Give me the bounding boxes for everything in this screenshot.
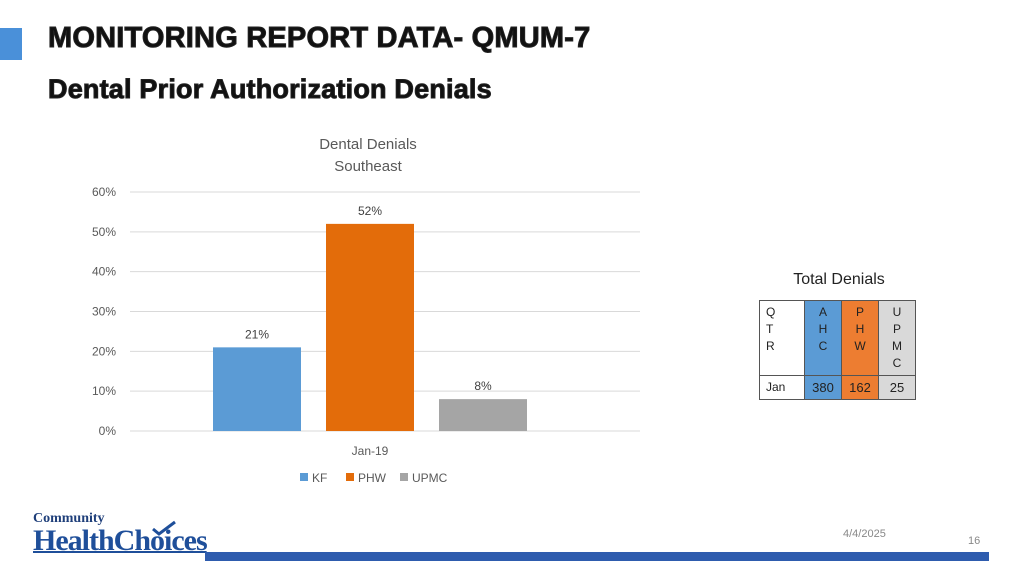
header-ahc-char: H: [818, 322, 828, 336]
logo-line1: Community: [33, 511, 105, 526]
x-tick-label: Jan-19: [352, 444, 389, 458]
footer-bar: [205, 552, 989, 561]
cell-phw: 162: [841, 375, 879, 400]
community-healthchoices-logo: Community HealthChoices: [33, 511, 208, 557]
header-phw-char: W: [854, 339, 866, 353]
header-qtr-char: T: [766, 322, 774, 336]
dental-denials-chart: Dental Denials Southeast 0% 10% 20% 30% 40% 50%…: [92, 136, 640, 485]
header-upmc-char: U: [892, 305, 902, 319]
table-header-row: Q T R A H C P H W U P M C: [759, 300, 916, 376]
legend-swatch-kf: [300, 473, 308, 481]
header-qtr-char: R: [766, 339, 775, 353]
header-ahc-char: A: [818, 305, 827, 319]
bar-phw: [326, 223, 414, 431]
page-subtitle: Dental Prior Authorization Denials: [48, 74, 493, 105]
header-ahc: A H C: [804, 300, 842, 376]
y-tick-label: 20%: [92, 344, 116, 358]
page-title: MONITORING REPORT DATA- QMUM-7: [47, 22, 591, 55]
checkmark-icon: [152, 520, 176, 536]
header-phw-char: P: [855, 305, 864, 319]
chart-subtitle: Southeast: [334, 158, 402, 175]
data-label: 21%: [245, 327, 269, 341]
table-title: Total Denials: [793, 271, 885, 288]
y-tick-label: 50%: [92, 225, 116, 239]
data-label: 52%: [358, 204, 382, 218]
bar-upmc: [439, 399, 527, 431]
data-label: 8%: [474, 379, 492, 393]
legend-label-phw: PHW: [358, 471, 387, 485]
legend-swatch-phw: [346, 473, 354, 481]
table-row: Jan 380 162 25: [759, 375, 916, 400]
header-upmc-char: P: [892, 322, 901, 336]
footer-date: 4/4/2025: [843, 528, 886, 540]
header-phw-char: H: [855, 322, 865, 336]
logo-line2: HealthChoices: [33, 524, 208, 557]
y-tick-label: 40%: [92, 265, 116, 279]
cell-qtr: Jan: [759, 375, 805, 400]
header-upmc-char: M: [892, 339, 902, 353]
title-accent-square: [0, 28, 22, 60]
header-qtr: Q T R: [759, 300, 805, 376]
y-tick-label: 0%: [99, 424, 117, 438]
legend-label-kf: KF: [312, 471, 327, 485]
cell-upmc: 25: [878, 375, 916, 400]
bar-kf: [213, 347, 301, 431]
header-qtr-char: Q: [766, 305, 776, 319]
y-tick-label: 30%: [92, 305, 116, 319]
header-upmc: U P M C: [878, 300, 916, 376]
page-number: 16: [968, 535, 981, 547]
y-tick-label: 10%: [92, 384, 116, 398]
legend-label-upmc: UPMC: [412, 471, 448, 485]
cell-ahc: 380: [804, 375, 842, 400]
chart-title: Dental Denials: [319, 136, 417, 153]
total-denials-table: Q T R A H C P H W U P M C: [759, 300, 916, 400]
header-upmc-char: C: [892, 356, 902, 370]
header-phw: P H W: [841, 300, 879, 376]
header-ahc-char: C: [818, 339, 828, 353]
y-tick-label: 60%: [92, 185, 116, 199]
legend-swatch-upmc: [400, 473, 408, 481]
